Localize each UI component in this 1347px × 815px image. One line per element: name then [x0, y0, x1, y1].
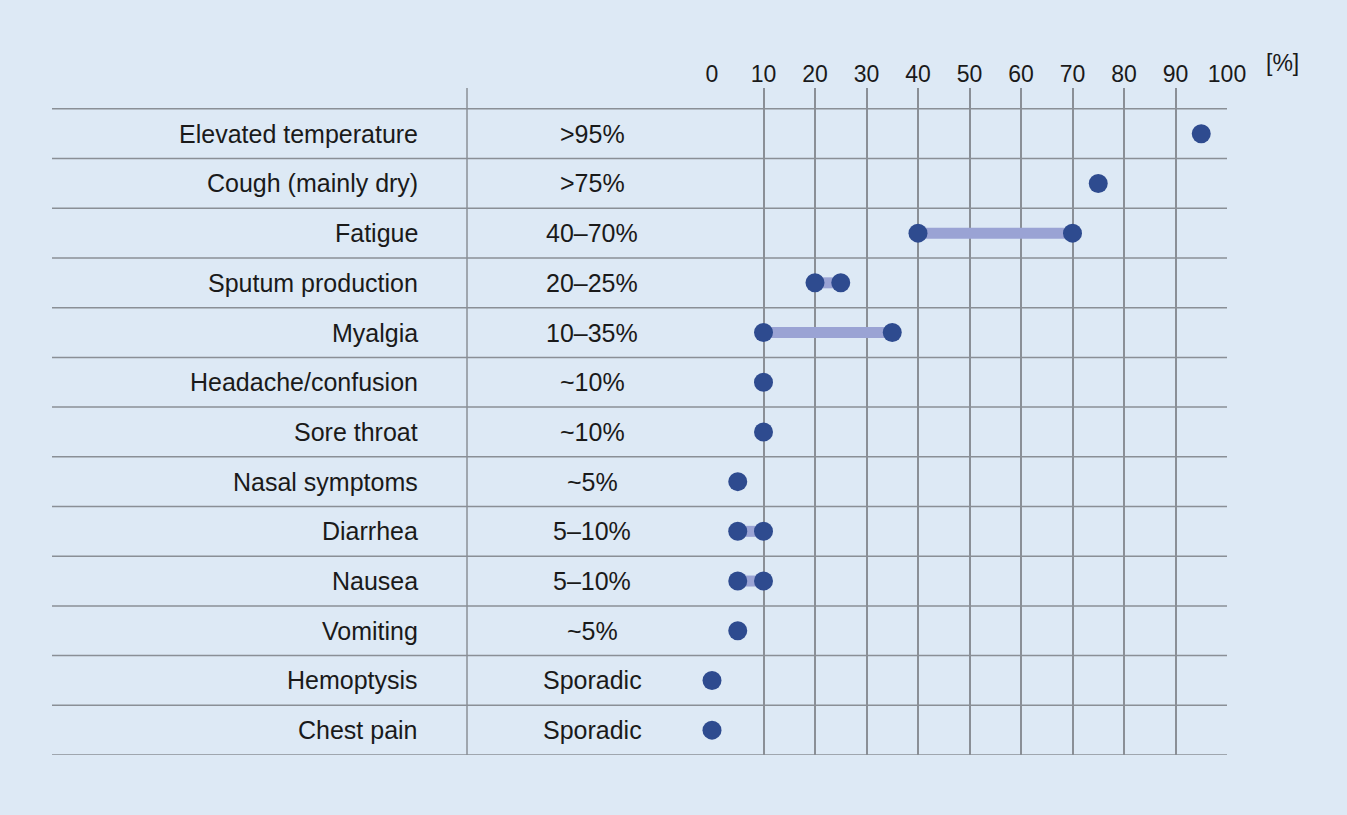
- svg-text:20: 20: [802, 61, 828, 87]
- svg-text:0: 0: [706, 61, 719, 87]
- svg-text:Myalgia: Myalgia: [332, 319, 418, 347]
- svg-text:Nasal symptoms: Nasal symptoms: [233, 468, 418, 496]
- svg-text:~5%: ~5%: [567, 468, 618, 496]
- svg-text:>95%: >95%: [560, 120, 625, 148]
- svg-text:60: 60: [1008, 61, 1034, 87]
- svg-text:~10%: ~10%: [560, 368, 625, 396]
- svg-text:5–10%: 5–10%: [553, 517, 631, 545]
- svg-text:90: 90: [1163, 61, 1189, 87]
- svg-text:Sore throat: Sore throat: [294, 418, 418, 446]
- svg-text:Sporadic: Sporadic: [543, 666, 642, 694]
- svg-text:Hemoptysis: Hemoptysis: [287, 666, 418, 694]
- svg-text:Diarrhea: Diarrhea: [322, 517, 418, 545]
- svg-text:[%]: [%]: [1266, 50, 1299, 76]
- svg-text:~5%: ~5%: [567, 617, 618, 645]
- svg-text:100: 100: [1208, 61, 1246, 87]
- svg-text:Sputum production: Sputum production: [208, 269, 418, 297]
- svg-text:Cough (mainly dry): Cough (mainly dry): [207, 169, 418, 197]
- svg-text:Sporadic: Sporadic: [543, 716, 642, 744]
- svg-text:5–10%: 5–10%: [553, 567, 631, 595]
- svg-text:Chest pain: Chest pain: [298, 716, 418, 744]
- svg-text:50: 50: [957, 61, 983, 87]
- svg-text:~10%: ~10%: [560, 418, 625, 446]
- svg-text:Fatigue: Fatigue: [335, 219, 418, 247]
- svg-text:Nausea: Nausea: [332, 567, 418, 595]
- svg-text:70: 70: [1060, 61, 1086, 87]
- svg-text:10: 10: [751, 61, 777, 87]
- svg-text:30: 30: [854, 61, 880, 87]
- svg-text:Elevated temperature: Elevated temperature: [179, 120, 418, 148]
- svg-text:80: 80: [1111, 61, 1137, 87]
- svg-text:40–70%: 40–70%: [546, 219, 638, 247]
- svg-text:40: 40: [905, 61, 931, 87]
- svg-text:10–35%: 10–35%: [546, 319, 638, 347]
- svg-text:>75%: >75%: [560, 169, 625, 197]
- svg-text:20–25%: 20–25%: [546, 269, 638, 297]
- svg-text:Headache/confusion: Headache/confusion: [190, 368, 418, 396]
- svg-text:Vomiting: Vomiting: [322, 617, 418, 645]
